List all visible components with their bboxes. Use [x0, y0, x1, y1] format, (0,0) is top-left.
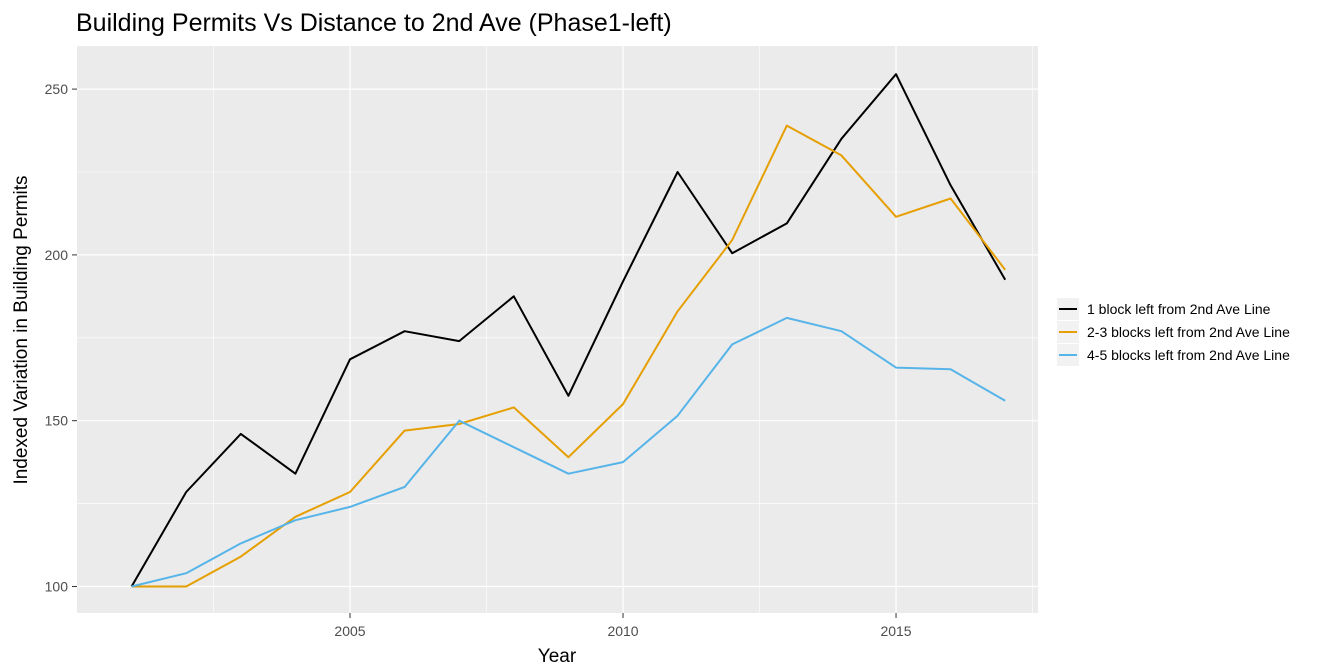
series-line-2: [131, 124, 1006, 588]
x-axis: 2005 2010 2015: [334, 613, 912, 639]
x-tick-label: 2005: [334, 623, 365, 639]
legend-label-3: 4-5 blocks left from 2nd Ave Line: [1087, 347, 1290, 363]
x-axis-title: Year: [538, 646, 577, 667]
plot-panel: [77, 46, 1038, 613]
x-tick-label: 2010: [607, 623, 638, 639]
legend: 1 block left from 2nd Ave Line 2-3 blocks…: [1057, 298, 1290, 366]
legend-label-1: 1 block left from 2nd Ave Line: [1087, 301, 1271, 317]
chart-title: Building Permits Vs Distance to 2nd Ave …: [76, 9, 672, 37]
y-axis-title: Indexed Variation in Building Permits: [11, 175, 32, 484]
series-line-1: [130, 73, 1007, 588]
y-tick-label: 150: [45, 413, 69, 429]
minor-gridlines: [77, 46, 1038, 613]
y-tick-label: 200: [45, 247, 69, 263]
legend-label-2: 2-3 blocks left from 2nd Ave Line: [1087, 324, 1290, 340]
x-tick-label: 2015: [880, 623, 911, 639]
y-tick-label: 100: [45, 578, 69, 594]
series-line-3: [131, 316, 1006, 588]
major-gridlines: [77, 46, 1038, 613]
y-axis: 100 150 200 250: [45, 81, 77, 594]
y-tick-label: 250: [45, 81, 69, 97]
series-lines: [130, 73, 1007, 588]
